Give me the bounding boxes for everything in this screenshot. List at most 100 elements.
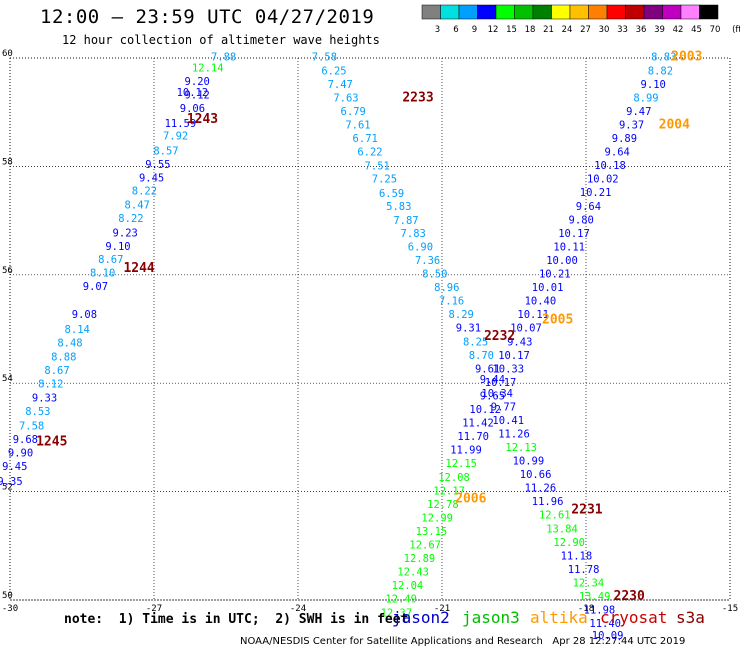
swh-label-s3a: 8.67 <box>44 365 69 377</box>
y-tick-label: 54 <box>2 374 13 384</box>
swh-label-altika: 10.02 <box>587 174 619 186</box>
colorbar-label: 6 <box>453 25 458 35</box>
swh-label-altika: 12.43 <box>397 567 429 579</box>
swh-label-s3a: 12.14 <box>192 63 224 75</box>
swh-label-cryosat: 7.83 <box>401 228 426 240</box>
x-tick-label: -27 <box>146 604 162 614</box>
swh-label-s3a: 9.68 <box>13 434 38 446</box>
colorbar-label: 45 <box>691 25 702 35</box>
swh-label-cryosat: 6.79 <box>341 106 366 118</box>
x-tick-label: -18 <box>578 604 594 614</box>
swh-label-altika: 11.42 <box>462 418 494 430</box>
swh-label-cryosat: 8.25 <box>463 336 488 348</box>
colorbar-swatch <box>606 4 626 20</box>
colorbar-swatch <box>458 4 478 20</box>
colorbar-swatch <box>440 4 460 20</box>
pass-number-label: 2231 <box>571 502 602 517</box>
swh-label-cryosat: 7.47 <box>328 79 353 91</box>
swh-label-altika: 10.21 <box>580 187 612 199</box>
swh-label-cryosat: 9.44 <box>480 374 505 386</box>
swh-label-cryosat: 7.25 <box>372 174 397 186</box>
swh-label-s3a: 10.12 <box>177 87 209 99</box>
colorbar-label: 30 <box>599 25 610 35</box>
swh-label-cryosat: 12.34 <box>573 577 605 589</box>
pass-number-label: 2003 <box>671 50 702 65</box>
swh-label-s3a: 8.14 <box>65 324 90 336</box>
colorbar-label: 3 <box>435 25 440 35</box>
colorbar-swatch <box>495 4 515 20</box>
y-tick-label: 58 <box>2 157 13 167</box>
swh-label-cryosat: 11.26 <box>498 428 530 440</box>
colorbar-label: 9 <box>472 25 477 35</box>
colorbar-swatch <box>680 4 700 20</box>
swh-label-s3a: 8.47 <box>125 200 150 212</box>
pass-number-label: 2006 <box>455 491 486 506</box>
chart-title: 12:00 — 23:59 UTC 04/27/2019 <box>40 6 375 28</box>
swh-label-cryosat: 11.98 <box>584 605 616 617</box>
axis-ticks: -30 -27 -24 -21 -18 -15 50 52 54 56 58 60 <box>2 49 738 614</box>
swh-label-cryosat: 7.87 <box>393 215 418 227</box>
data-points: 7.8812.149.2010.129.129.0611.597.928.579… <box>0 52 676 642</box>
swh-label-cryosat: 12.90 <box>553 537 585 549</box>
swh-label-s3a: 9.45 <box>139 173 164 185</box>
swh-label-altika: 8.99 <box>633 92 658 104</box>
pass-number-label: 1243 <box>187 112 218 127</box>
swh-label-altika: 9.80 <box>569 214 594 226</box>
colorbar-label: 36 <box>636 25 647 35</box>
swh-label-altika: 12.49 <box>385 594 417 606</box>
colorbar-swatch <box>551 4 571 20</box>
colorbar-label: 33 <box>617 25 628 35</box>
colorbar-label: 42 <box>673 25 684 35</box>
colorbar-swatch <box>532 4 552 20</box>
swh-label-s3a: 9.12 <box>185 90 210 102</box>
swh-label-altika: 10.33 <box>492 363 524 375</box>
colorbar-label: 39 <box>654 25 665 35</box>
swh-label-s3a: 8.22 <box>132 186 157 198</box>
note-text: note: 1) Time is in UTC; 2) SWH is in fe… <box>64 612 409 627</box>
colorbar-label: 12 <box>488 25 499 35</box>
swh-label-cryosat: 10.09 <box>592 630 624 642</box>
swh-label-cryosat: 9.31 <box>456 323 481 335</box>
grid <box>9 57 731 601</box>
colorbar-label: 18 <box>525 25 536 35</box>
swh-label-s3a: 11.59 <box>165 118 197 130</box>
swh-label-cryosat: 11.26 <box>525 483 557 495</box>
swh-label-s3a: 9.33 <box>32 393 57 405</box>
legend-cryosat: cryosat <box>600 608 668 627</box>
swh-label-s3a: 9.20 <box>185 76 210 88</box>
swh-label-s3a: 8.12 <box>38 379 63 391</box>
credit-text: NOAA/NESDIS Center for Satellite Applica… <box>240 636 686 647</box>
colorbar-swatch <box>514 4 534 20</box>
swh-label-s3a: 8.22 <box>118 213 143 225</box>
y-tick-label: 52 <box>2 483 13 493</box>
swh-label-s3a: 8.53 <box>25 406 50 418</box>
y-tick-label: 56 <box>2 266 13 276</box>
swh-label-s3a: 9.07 <box>83 281 108 293</box>
swh-label-altika: 8.83 <box>651 52 676 64</box>
pass-number-label: 1244 <box>123 261 154 276</box>
swh-label-altika: 9.65 <box>480 390 505 402</box>
colorbar-label: 21 <box>543 25 554 35</box>
swh-label-cryosat: 5.83 <box>386 201 411 213</box>
swh-label-altika: 10.40 <box>525 296 557 308</box>
swh-label-s3a: 8.88 <box>51 351 76 363</box>
swh-label-altika: 9.89 <box>612 133 637 145</box>
colorbar-swatch <box>643 4 663 20</box>
swh-label-cryosat: 8.50 <box>422 269 447 281</box>
pass-number-label: 2004 <box>659 117 690 132</box>
pass-number-label: 2230 <box>614 589 645 604</box>
swh-label-altika: 11.99 <box>450 445 482 457</box>
swh-label-altika: 10.17 <box>558 228 590 240</box>
colorbar-swatch <box>588 4 608 20</box>
swh-label-altika: 12.17 <box>433 485 465 497</box>
swh-label-altika: 10.17 <box>485 377 517 389</box>
colorbar-swatch <box>477 4 497 20</box>
swh-label-altika: 10.18 <box>594 160 626 172</box>
swh-label-cryosat: 12.61 <box>539 510 571 522</box>
legend-jason2: jason2 <box>392 608 450 627</box>
swh-label-s3a: 7.88 <box>211 52 236 64</box>
colorbar-label: 24 <box>562 25 573 35</box>
swh-label-cryosat: 11.78 <box>568 564 600 576</box>
